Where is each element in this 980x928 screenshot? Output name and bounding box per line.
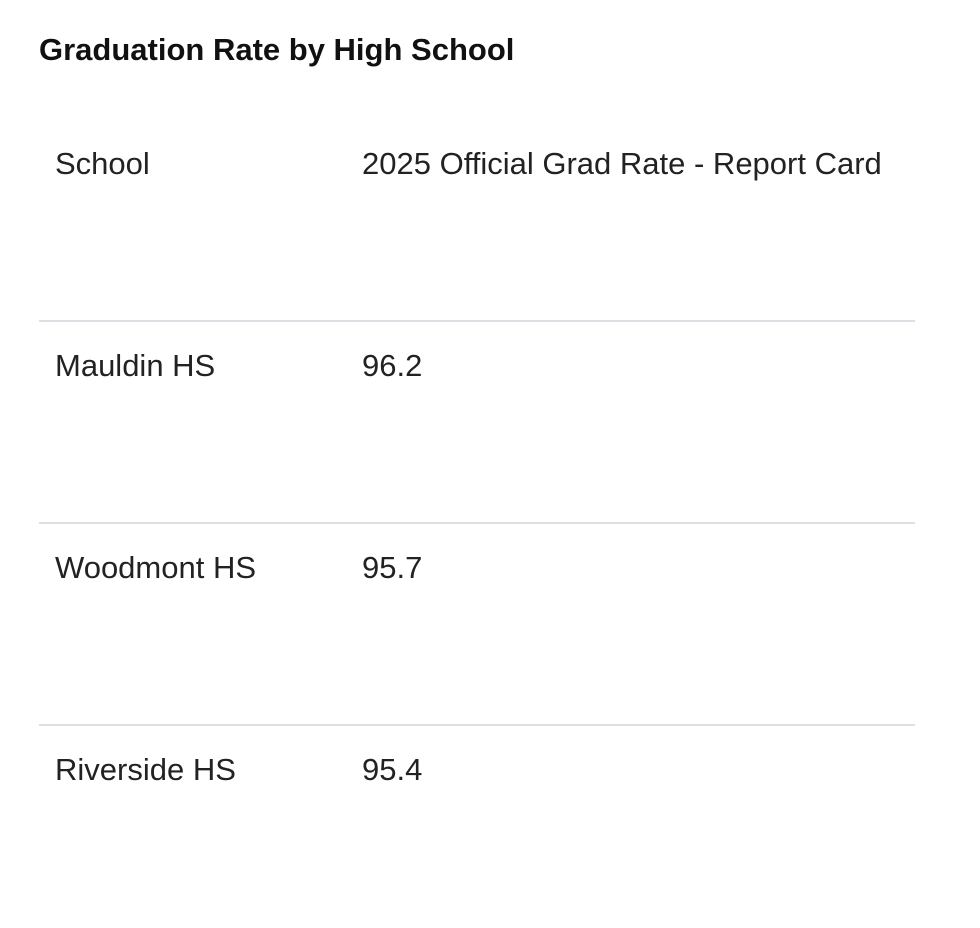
school-name-cell: Woodmont HS [55, 550, 257, 585]
column-header-school: School [55, 146, 150, 181]
grad-rate-cell: 95.7 [362, 550, 423, 585]
table-row: Riverside HS 95.4 [39, 726, 915, 928]
table-row: Woodmont HS 95.7 [39, 524, 915, 726]
graduation-rate-table: School 2025 Official Grad Rate - Report … [39, 120, 915, 928]
grad-rate-cell: 96.2 [362, 348, 423, 383]
school-name-cell: Mauldin HS [55, 348, 216, 383]
table-row: Mauldin HS 96.2 [39, 322, 915, 524]
school-name-cell: Riverside HS [55, 752, 236, 787]
table-header-row: School 2025 Official Grad Rate - Report … [39, 120, 915, 322]
column-header-grad-rate: 2025 Official Grad Rate - Report Card [362, 146, 882, 181]
grad-rate-cell: 95.4 [362, 752, 423, 787]
table-title: Graduation Rate by High School [39, 32, 515, 67]
